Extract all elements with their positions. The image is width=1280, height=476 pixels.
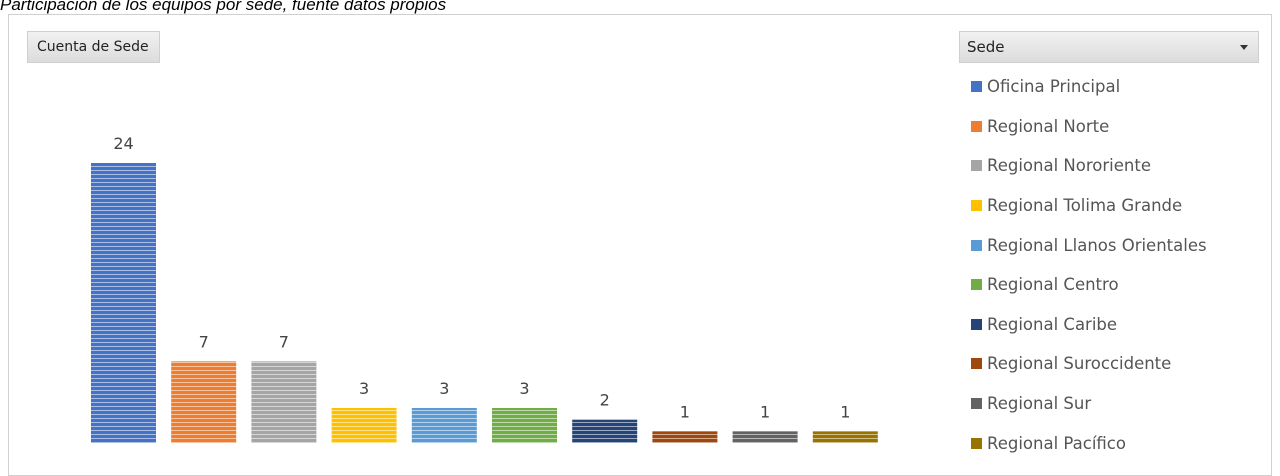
legend-swatch xyxy=(971,160,982,172)
legend-item-regional-tolima-grande[interactable]: Regional Tolima Grande xyxy=(971,186,1207,226)
bar-chart: 24 7 7 3 3 3 2 1 1 1 xyxy=(91,134,878,443)
bar-regional-suroccidente[interactable] xyxy=(652,431,718,443)
bar-regional-caribe[interactable] xyxy=(572,419,638,443)
legend-label: Regional Nororiente xyxy=(987,156,1151,176)
chart-caption: Participación de los equipos por sede, f… xyxy=(0,0,447,14)
bars-group xyxy=(91,163,878,443)
data-label-regional-suroccidente: 1 xyxy=(680,402,690,421)
bar-regional-nororiente[interactable] xyxy=(251,361,317,443)
bar-regional-tolima-grande[interactable] xyxy=(331,408,397,443)
legend-label: Regional Sur xyxy=(987,394,1092,414)
legend-field-dropdown[interactable]: Sede xyxy=(959,31,1259,63)
legend-swatch xyxy=(971,120,982,132)
bar-regional-pacifico[interactable] xyxy=(812,431,878,443)
legend-swatch xyxy=(971,358,982,370)
legend-label: Oficina Principal xyxy=(987,77,1121,97)
legend-item-regional-caribe[interactable]: Regional Caribe xyxy=(971,305,1207,345)
data-label-regional-sur: 1 xyxy=(760,402,770,421)
data-label-regional-llanos-orientales: 3 xyxy=(439,379,449,398)
chevron-down-icon[interactable] xyxy=(1240,45,1248,50)
data-label-regional-norte: 7 xyxy=(199,332,209,351)
legend-label: Regional Caribe xyxy=(987,314,1118,334)
data-label-oficina-principal: 24 xyxy=(113,134,133,153)
data-label-regional-pacifico: 1 xyxy=(840,402,850,421)
legend-swatch xyxy=(971,318,982,330)
legend-label: Regional Suroccidente xyxy=(987,354,1172,374)
bar-regional-norte[interactable] xyxy=(171,361,237,443)
data-label-regional-centro: 3 xyxy=(519,379,529,398)
legend-swatch xyxy=(971,200,982,212)
legend-field-label: Sede xyxy=(967,38,1005,56)
legend-item-regional-suroccidente[interactable]: Regional Suroccidente xyxy=(971,344,1207,384)
legend-swatch xyxy=(971,239,982,251)
legend-swatch xyxy=(971,437,982,449)
legend: Oficina Principal Regional Norte Regional … xyxy=(971,67,1207,463)
bar-regional-centro[interactable] xyxy=(492,408,557,443)
legend-label: Regional Tolima Grande xyxy=(987,196,1183,216)
data-label-regional-caribe: 2 xyxy=(600,391,610,410)
data-label-regional-tolima-grande: 3 xyxy=(359,379,369,398)
bar-oficina-principal[interactable] xyxy=(91,163,156,443)
bar-regional-llanos-orientales[interactable] xyxy=(411,408,477,443)
data-label-regional-nororiente: 7 xyxy=(279,332,289,351)
value-field-button[interactable]: Cuenta de Sede xyxy=(27,31,160,63)
legend-item-regional-llanos-orientales[interactable]: Regional Llanos Orientales xyxy=(971,225,1207,265)
legend-item-regional-centro[interactable]: Regional Centro xyxy=(971,265,1207,305)
legend-item-oficina-principal[interactable]: Oficina Principal xyxy=(971,67,1207,107)
legend-item-regional-norte[interactable]: Regional Norte xyxy=(971,107,1207,147)
legend-label: Regional Llanos Orientales xyxy=(987,235,1207,255)
legend-item-regional-pacifico[interactable]: Regional Pacífico xyxy=(971,423,1207,463)
legend-item-regional-sur[interactable]: Regional Sur xyxy=(971,384,1207,424)
legend-label: Regional Pacífico xyxy=(987,433,1126,453)
legend-label: Regional Centro xyxy=(987,275,1119,295)
legend-swatch xyxy=(971,279,982,291)
legend-swatch xyxy=(971,398,982,410)
legend-item-regional-nororiente[interactable]: Regional Nororiente xyxy=(971,146,1207,186)
bar-regional-sur[interactable] xyxy=(732,431,798,443)
legend-swatch xyxy=(971,81,982,93)
data-labels-group: 24 7 7 3 3 3 2 1 1 1 xyxy=(113,134,850,421)
legend-label: Regional Norte xyxy=(987,116,1110,136)
